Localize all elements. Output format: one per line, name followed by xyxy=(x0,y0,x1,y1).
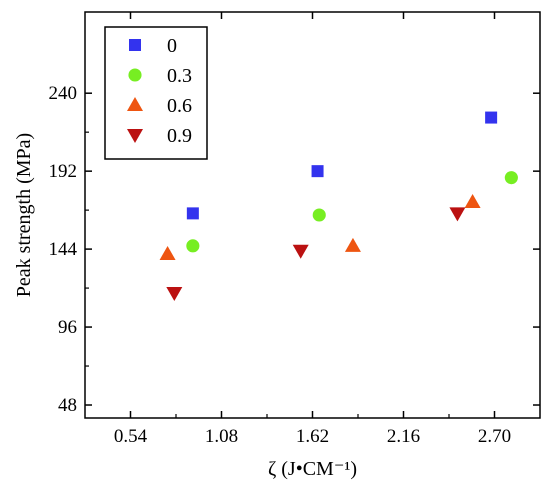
legend-label: 0 xyxy=(167,35,177,57)
data-point-series-3-2 xyxy=(449,207,466,222)
data-point-series-3-0 xyxy=(166,286,183,301)
x-tick-label: 0.54 xyxy=(114,426,148,447)
data-point-series-3-1 xyxy=(292,244,309,259)
x-tick-label: 2.70 xyxy=(478,426,511,447)
x-tick-label: 2.16 xyxy=(387,426,420,447)
legend-label: 0.9 xyxy=(167,125,192,147)
x-axis-label: ζ (J•CM⁻¹) xyxy=(268,458,357,480)
legend-label: 0.6 xyxy=(167,95,192,117)
tick-labels: 0.54 1.08 1.62 2.16 2.70 48 96 144 192 240 xyxy=(49,83,512,447)
data-point-series-0-1 xyxy=(311,165,324,178)
legend: 0 0.3 0.6 0.9 xyxy=(104,26,208,160)
legend-marker xyxy=(128,68,142,82)
plot-area-frame xyxy=(84,11,541,419)
y-tick-label: 144 xyxy=(49,239,78,260)
data-point-series-1-1 xyxy=(312,208,326,222)
y-tick-label: 48 xyxy=(58,395,77,416)
x-tick-label: 1.62 xyxy=(296,426,329,447)
data-point-series-0-2 xyxy=(485,111,498,124)
legend-marker xyxy=(127,129,143,143)
y-tick-label: 192 xyxy=(49,161,78,182)
data-point-series-2-0 xyxy=(159,245,176,260)
x-tick-label: 1.08 xyxy=(205,426,238,447)
data-point-series-2-2 xyxy=(464,194,481,209)
data-point-series-0-0 xyxy=(186,207,199,220)
y-tick-label: 96 xyxy=(58,317,77,338)
y-tick-label: 240 xyxy=(49,83,78,104)
legend-marker xyxy=(127,97,143,111)
data-point-series-2-1 xyxy=(344,237,361,252)
data-point-series-1-2 xyxy=(504,171,518,185)
legend-box xyxy=(104,26,208,160)
legend-marker xyxy=(129,39,141,51)
data-points xyxy=(159,111,518,301)
data-point-series-1-0 xyxy=(186,239,200,253)
y-axis-label: Peak strength (MPa) xyxy=(13,133,35,297)
legend-label: 0.3 xyxy=(167,65,192,87)
